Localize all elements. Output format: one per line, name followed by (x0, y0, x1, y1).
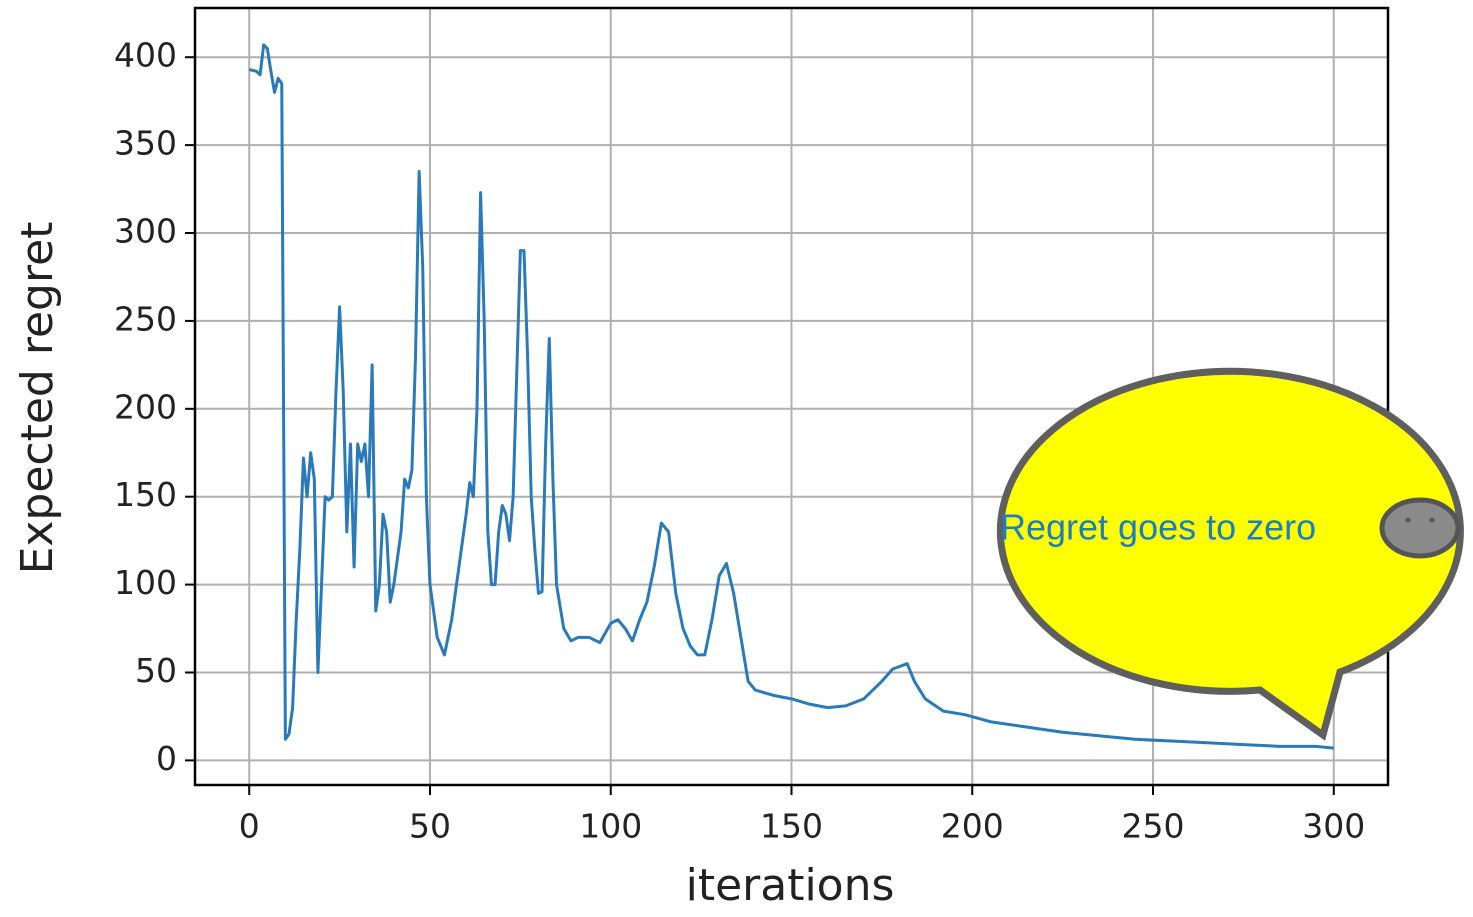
data-line (248, 43, 1334, 750)
face-eye (1405, 517, 1411, 523)
y-tick-label: 350 (114, 124, 177, 163)
x-tick-label: 100 (579, 807, 642, 846)
x-tick-label: 250 (1122, 807, 1185, 846)
x-tick-label: 150 (760, 807, 823, 846)
y-tick-label: 300 (114, 212, 177, 251)
y-tick-label: 150 (114, 475, 177, 514)
face-eye (1429, 517, 1435, 523)
x-tick-label: 0 (239, 807, 260, 846)
y-tick-label: 50 (135, 651, 177, 690)
x-axis-label: iterations (686, 860, 895, 911)
y-tick-label: 200 (114, 387, 177, 426)
face-icon (1379, 497, 1461, 559)
annotation: Regret goes to zero (1000, 507, 1316, 548)
callout: Regret goes to zero (996, 367, 1464, 741)
y-axis-label: Expected regret (12, 222, 63, 575)
x-tick-label: 200 (941, 807, 1004, 846)
y-tick-label: 0 (156, 739, 177, 778)
y-tick-label: 100 (114, 563, 177, 602)
x-tick-label: 300 (1302, 807, 1365, 846)
y-tick-label: 250 (114, 299, 177, 338)
y-tick-label: 400 (114, 36, 177, 75)
x-tick-label: 50 (409, 807, 451, 846)
plot-frame (193, 6, 1390, 787)
speech-bubble (996, 367, 1464, 741)
